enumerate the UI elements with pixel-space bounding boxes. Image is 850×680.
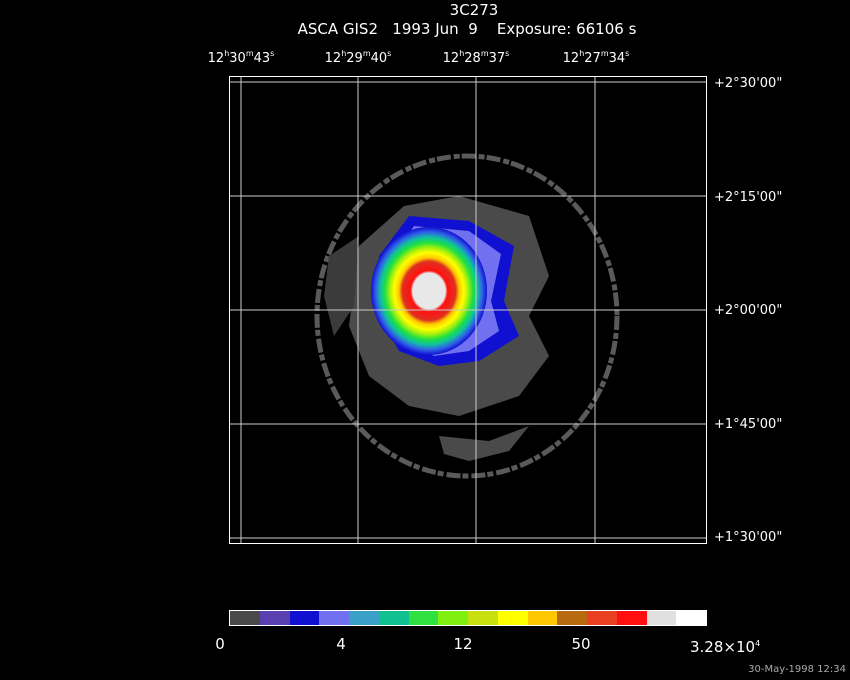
colorbar-segment [616,611,647,625]
colorbar-segment [408,611,439,625]
dec-tick-label: +2°30'00" [714,76,783,91]
colorbar-label: 0 [215,635,225,653]
dec-tick-label: +2°15'00" [714,190,783,205]
colorbar-segment [289,611,320,625]
image-border [229,76,707,544]
image-subtitle: ASCA GIS2 1993 Jun 9 Exposure: 66106 s [297,20,637,38]
colorbar-segment [468,611,498,625]
colorbar-max-label: 3.28×104 [690,638,761,656]
ra-tick-label: 12h27m34s [562,49,630,66]
ra-tick-label: 12h30m43s [207,49,275,66]
diffuse-emission [439,426,529,461]
coordinate-grid [229,76,707,544]
colorbar-segment [527,611,558,625]
quasar-core [371,227,487,355]
colorbar-segment [349,611,379,625]
colorbar-label: 50 [571,635,591,653]
detector-field-ring [314,153,620,479]
ra-tick-label: 12h29m40s [324,49,392,66]
colorbar-segment [230,611,260,625]
colorbar-segment [497,611,528,625]
dec-tick-label: +2°00'00" [714,303,783,318]
colorbar-segment [676,611,706,625]
ra-tick-label: 12h28m37s [442,49,510,66]
colorbar-segment [378,611,409,625]
colorbar-segment [646,611,677,625]
colorbar-label: 4 [336,635,346,653]
image-title: 3C273 [449,1,499,19]
colorbar-segment [587,611,617,625]
colorbar-label: 12 [453,635,473,653]
dec-tick-label: +1°45'00" [714,417,783,432]
diffuse-emission [324,236,359,336]
colorbar-segment [557,611,587,625]
timestamp: 30-May-1998 12:34 [748,664,846,675]
dec-tick-label: +1°30'00" [714,530,783,545]
colorbar-segment [319,611,349,625]
xray-image-panel [229,76,707,544]
colorbar-segment [438,611,468,625]
color-scale-bar [229,610,707,626]
colorbar-segment [259,611,290,625]
